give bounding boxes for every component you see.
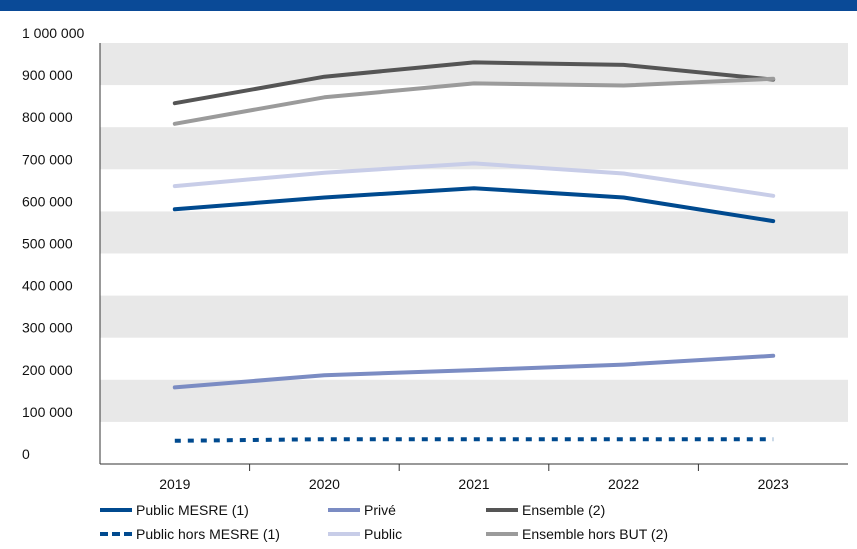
legend-item: Ensemble hors BUT (2) (486, 524, 668, 544)
legend-swatch (328, 532, 360, 536)
y-tick-label: 200 000 (22, 362, 73, 378)
legend-item: Public (328, 524, 402, 544)
series-line-5 (172, 60, 776, 106)
legend-label: Public (364, 526, 403, 542)
legend-item: Privé (328, 500, 396, 520)
legend-swatch (486, 532, 518, 536)
legend-swatch (100, 508, 132, 512)
grid-band (100, 211, 848, 254)
series-line-2 (174, 437, 774, 443)
legend-swatch (100, 532, 132, 536)
series-line-3 (172, 353, 776, 390)
legend-label: Public hors MESRE (1) (136, 526, 280, 542)
legend-swatch (486, 508, 518, 512)
y-tick-label: 800 000 (22, 109, 73, 125)
legend-label: Privé (364, 502, 396, 518)
grid-band (100, 379, 848, 422)
y-tick-label: 400 000 (22, 278, 73, 294)
y-tick-label: 100 000 (22, 404, 73, 420)
legend-item: Public hors MESRE (1) (100, 524, 280, 544)
y-tick-label: 0 (22, 446, 30, 462)
legend-swatch (328, 508, 360, 512)
x-tick-label: 2022 (608, 476, 639, 492)
y-tick-label: 1 000 000 (22, 25, 84, 41)
legend-label: Ensemble hors BUT (2) (522, 526, 669, 542)
series-line-1 (172, 186, 776, 224)
legend: Public MESRE (1) Public hors MESRE (1) Pri… (100, 500, 840, 548)
series-line-6 (172, 76, 776, 126)
y-tick-label: 300 000 (22, 320, 73, 336)
legend-item: Ensemble (2) (486, 500, 605, 520)
series-line-4 (172, 161, 776, 198)
legend-item: Public MESRE (1) (100, 500, 249, 520)
legend-label: Public MESRE (1) (136, 502, 249, 518)
x-tick-label: 2021 (458, 476, 489, 492)
x-tick-label: 2020 (309, 476, 340, 492)
y-tick-label: 700 000 (22, 151, 73, 167)
x-tick-label: 2023 (758, 476, 789, 492)
y-tick-label: 500 000 (22, 236, 73, 252)
y-tick-label: 900 000 (22, 67, 73, 83)
grid-band (100, 295, 848, 338)
y-tick-label: 600 000 (22, 193, 73, 209)
header-bar (0, 0, 857, 11)
legend-label: Ensemble (2) (522, 502, 606, 518)
x-tick-label: 2019 (159, 476, 190, 492)
